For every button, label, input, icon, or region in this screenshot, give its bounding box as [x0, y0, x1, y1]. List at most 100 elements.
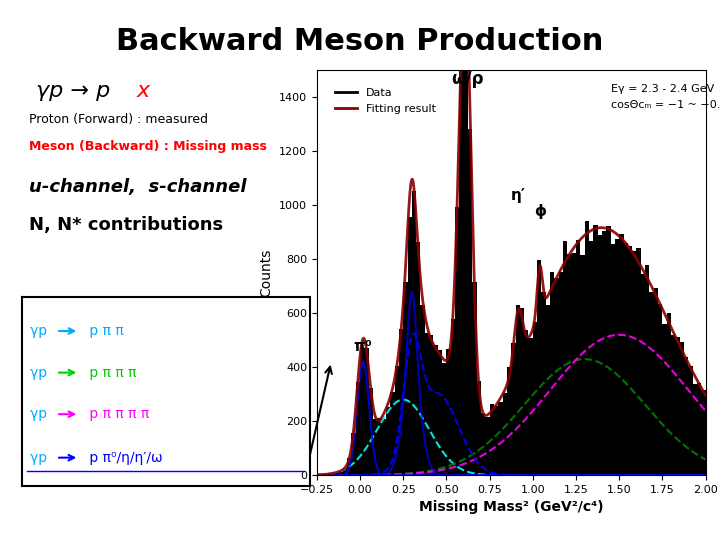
- Bar: [442, 363, 446, 475]
- Text: ω/ρ: ω/ρ: [451, 70, 483, 87]
- Bar: [464, 0, 468, 475]
- Bar: [615, 239, 619, 475]
- Text: γp → p: γp → p: [36, 81, 117, 101]
- Bar: [624, 243, 628, 475]
- Bar: [675, 337, 680, 475]
- Bar: [693, 384, 697, 475]
- Bar: [438, 350, 442, 475]
- Bar: [541, 292, 546, 475]
- Bar: [697, 383, 701, 475]
- Bar: [377, 418, 382, 475]
- Bar: [576, 240, 580, 475]
- Bar: [485, 417, 490, 475]
- Bar: [373, 418, 377, 475]
- Text: u-channel,  s-channel: u-channel, s-channel: [29, 178, 246, 196]
- Bar: [490, 404, 494, 475]
- Bar: [416, 242, 420, 475]
- Text: γp: γp: [30, 407, 52, 421]
- Bar: [589, 241, 593, 475]
- Bar: [572, 253, 576, 475]
- Bar: [494, 406, 498, 475]
- Text: Eγ = 2.3 - 2.4 GeV: Eγ = 2.3 - 2.4 GeV: [611, 84, 714, 94]
- Bar: [658, 304, 662, 475]
- Bar: [472, 282, 477, 475]
- Bar: [399, 329, 403, 475]
- Bar: [593, 225, 598, 475]
- Text: p π⁰/η/η′/ω: p π⁰/η/η′/ω: [85, 451, 163, 464]
- Text: p π π: p π π: [85, 324, 124, 338]
- Bar: [386, 407, 390, 475]
- Bar: [606, 226, 611, 475]
- Bar: [667, 313, 671, 475]
- Bar: [688, 366, 693, 475]
- Bar: [636, 247, 641, 475]
- Bar: [459, 38, 464, 475]
- Bar: [455, 207, 459, 475]
- Bar: [598, 234, 602, 475]
- Text: η: η: [406, 278, 418, 295]
- X-axis label: Missing Mass² (GeV²/c⁴): Missing Mass² (GeV²/c⁴): [419, 501, 603, 515]
- Bar: [451, 319, 455, 475]
- Bar: [645, 265, 649, 475]
- Bar: [507, 367, 511, 475]
- Bar: [580, 255, 585, 475]
- Bar: [412, 191, 416, 475]
- Text: Proton (Forward) : measured: Proton (Forward) : measured: [29, 113, 208, 126]
- Bar: [671, 335, 675, 475]
- Bar: [550, 272, 554, 475]
- Bar: [343, 468, 347, 475]
- Bar: [684, 357, 688, 475]
- Bar: [567, 254, 572, 475]
- Bar: [403, 282, 408, 475]
- Bar: [563, 241, 567, 475]
- Bar: [585, 220, 589, 475]
- Bar: [602, 231, 606, 475]
- Text: γp: γp: [30, 366, 52, 380]
- Bar: [619, 234, 624, 475]
- Text: N, N* contributions: N, N* contributions: [29, 216, 223, 234]
- Bar: [390, 392, 395, 475]
- Bar: [559, 272, 563, 475]
- Bar: [533, 322, 537, 475]
- Text: γp: γp: [30, 451, 52, 464]
- Bar: [611, 244, 615, 475]
- Bar: [338, 472, 343, 475]
- Bar: [628, 246, 632, 475]
- Bar: [516, 305, 520, 475]
- Bar: [351, 433, 356, 475]
- Bar: [369, 388, 373, 475]
- Bar: [356, 382, 360, 475]
- Text: γp: γp: [30, 324, 52, 338]
- Bar: [395, 366, 399, 475]
- Bar: [364, 348, 369, 475]
- Bar: [425, 333, 429, 475]
- Bar: [554, 278, 559, 475]
- Text: Meson (Backward) : Missing mass: Meson (Backward) : Missing mass: [29, 140, 266, 153]
- Bar: [524, 330, 528, 475]
- Bar: [347, 458, 351, 475]
- Bar: [662, 324, 667, 475]
- Text: Backward Meson Production: Backward Meson Production: [117, 27, 603, 56]
- Bar: [408, 217, 412, 475]
- Bar: [701, 390, 706, 475]
- Bar: [632, 251, 636, 475]
- Bar: [546, 306, 550, 475]
- Bar: [420, 305, 425, 475]
- Bar: [429, 335, 433, 475]
- Text: p π π π π: p π π π π: [85, 407, 149, 421]
- Bar: [503, 393, 507, 475]
- Bar: [641, 273, 645, 475]
- Bar: [528, 338, 533, 475]
- Bar: [477, 381, 481, 475]
- Bar: [649, 292, 654, 475]
- Bar: [334, 473, 338, 475]
- Bar: [330, 474, 334, 475]
- Text: η′: η′: [511, 188, 526, 203]
- Bar: [680, 342, 684, 475]
- Text: p π π π: p π π π: [85, 366, 137, 380]
- Bar: [520, 308, 524, 475]
- Text: π⁰: π⁰: [354, 339, 372, 354]
- Bar: [498, 402, 503, 475]
- Y-axis label: Counts: Counts: [259, 248, 274, 297]
- Bar: [446, 349, 451, 475]
